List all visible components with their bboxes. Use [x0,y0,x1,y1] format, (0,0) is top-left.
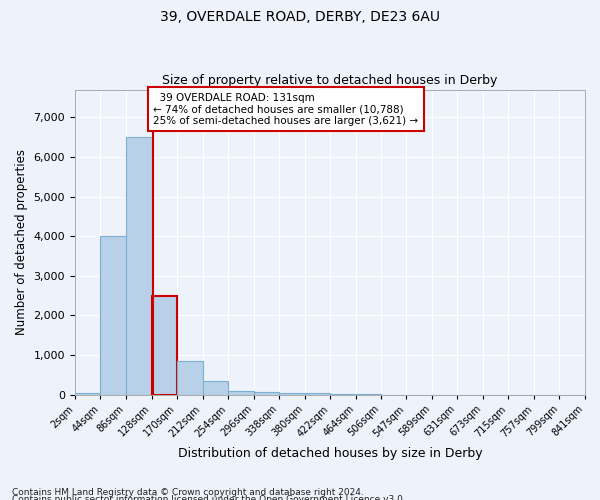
Bar [228,390,254,394]
Text: 39 OVERDALE ROAD: 131sqm
← 74% of detached houses are smaller (10,788)
25% of se: 39 OVERDALE ROAD: 131sqm ← 74% of detach… [154,92,418,126]
Y-axis label: Number of detached properties: Number of detached properties [15,149,28,335]
Bar [279,392,305,394]
Text: Contains public sector information licensed under the Open Government Licence v3: Contains public sector information licen… [12,496,406,500]
Bar [203,381,228,394]
Bar [126,137,152,394]
Title: Size of property relative to detached houses in Derby: Size of property relative to detached ho… [162,74,497,87]
X-axis label: Distribution of detached houses by size in Derby: Distribution of detached houses by size … [178,447,482,460]
Text: 39, OVERDALE ROAD, DERBY, DE23 6AU: 39, OVERDALE ROAD, DERBY, DE23 6AU [160,10,440,24]
Bar [305,393,330,394]
Bar [177,361,203,394]
Bar [100,236,126,394]
Text: Contains HM Land Registry data © Crown copyright and database right 2024.: Contains HM Land Registry data © Crown c… [12,488,364,497]
Bar [75,392,100,394]
Bar [152,296,177,394]
Bar [254,392,279,394]
